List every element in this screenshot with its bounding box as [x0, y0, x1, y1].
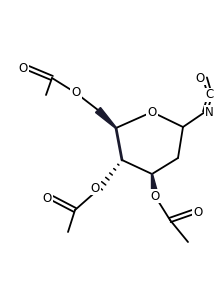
Text: O: O: [43, 192, 52, 204]
Text: O: O: [91, 182, 100, 194]
Text: O: O: [71, 86, 81, 100]
Text: O: O: [150, 190, 160, 202]
Text: O: O: [196, 72, 205, 84]
Text: O: O: [193, 206, 202, 219]
Text: O: O: [147, 106, 157, 118]
Polygon shape: [95, 108, 116, 128]
Text: O: O: [19, 61, 28, 74]
Text: C: C: [206, 88, 214, 102]
Polygon shape: [151, 174, 158, 196]
Text: N: N: [205, 106, 214, 118]
